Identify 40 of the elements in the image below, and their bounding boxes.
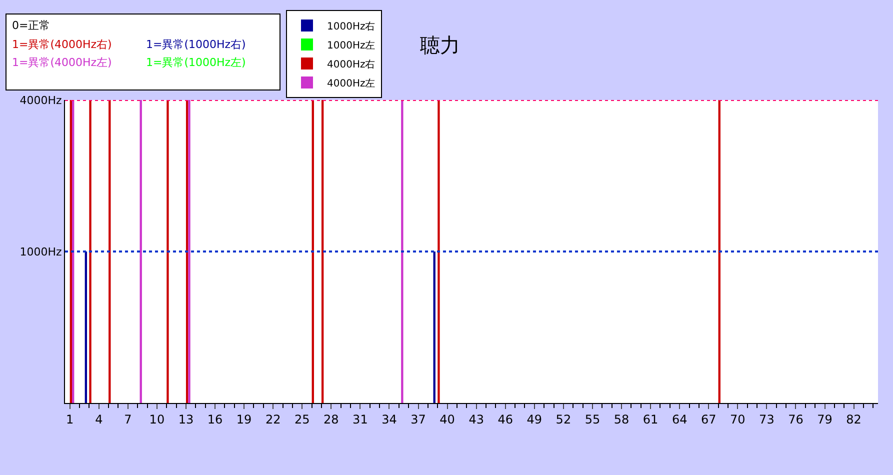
x-tick-label: 73 (759, 412, 774, 426)
x-tick-label: 40 (440, 412, 455, 426)
legend-label: 1000Hz左 (327, 39, 376, 52)
text: 0=正常 (12, 19, 50, 32)
text: 1=異常(4000Hz右) (12, 38, 112, 51)
x-tick-label: 31 (352, 412, 368, 426)
x-tick-label: 34 (382, 412, 397, 426)
legend-label: 4000Hz左 (327, 77, 376, 90)
x-tick-label: 55 (584, 412, 600, 426)
x-tick-label: 16 (207, 412, 223, 426)
x-tick-label: 37 (410, 412, 426, 426)
x-tick-label: 46 (498, 412, 514, 426)
x-tick-label: 82 (846, 412, 862, 426)
x-tick-label: 67 (700, 412, 716, 426)
x-tick-label: 19 (236, 412, 252, 426)
text: 1=異常(1000Hz右) (146, 38, 246, 51)
x-tick-label: 61 (642, 412, 658, 426)
text: 1=異常(1000Hz左) (146, 56, 246, 69)
y-tick-label: 1000Hz (20, 245, 62, 258)
x-tick-label: 25 (294, 412, 310, 426)
x-tick-label: 64 (672, 412, 688, 426)
x-tick-label: 28 (324, 412, 339, 426)
x-tick-label: 58 (614, 412, 630, 426)
chart-title: 聴力 (420, 33, 460, 57)
legend-label: 1000Hz右 (327, 21, 376, 32)
x-tick-label: 13 (178, 412, 194, 426)
x-tick-label: 10 (149, 412, 165, 426)
x-tick-label: 1 (66, 412, 74, 426)
x-tick-label: 4 (95, 412, 103, 426)
x-tick-label: 49 (526, 412, 542, 426)
x-tick-label: 76 (788, 412, 804, 426)
y-tick-label: 4000Hz (20, 94, 62, 107)
x-tick-label: 22 (265, 412, 281, 426)
x-tick-label: 52 (556, 412, 572, 426)
legend-label: 4000Hz右 (327, 59, 376, 70)
text: 1=異常(4000Hz左) (12, 56, 112, 69)
x-tick-label: 43 (468, 412, 484, 426)
x-tick-label: 7 (124, 412, 132, 426)
x-tick-label: 79 (817, 412, 832, 426)
x-tick-label: 70 (730, 412, 746, 426)
